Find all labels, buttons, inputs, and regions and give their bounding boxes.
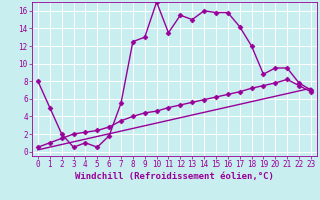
X-axis label: Windchill (Refroidissement éolien,°C): Windchill (Refroidissement éolien,°C) bbox=[75, 172, 274, 181]
